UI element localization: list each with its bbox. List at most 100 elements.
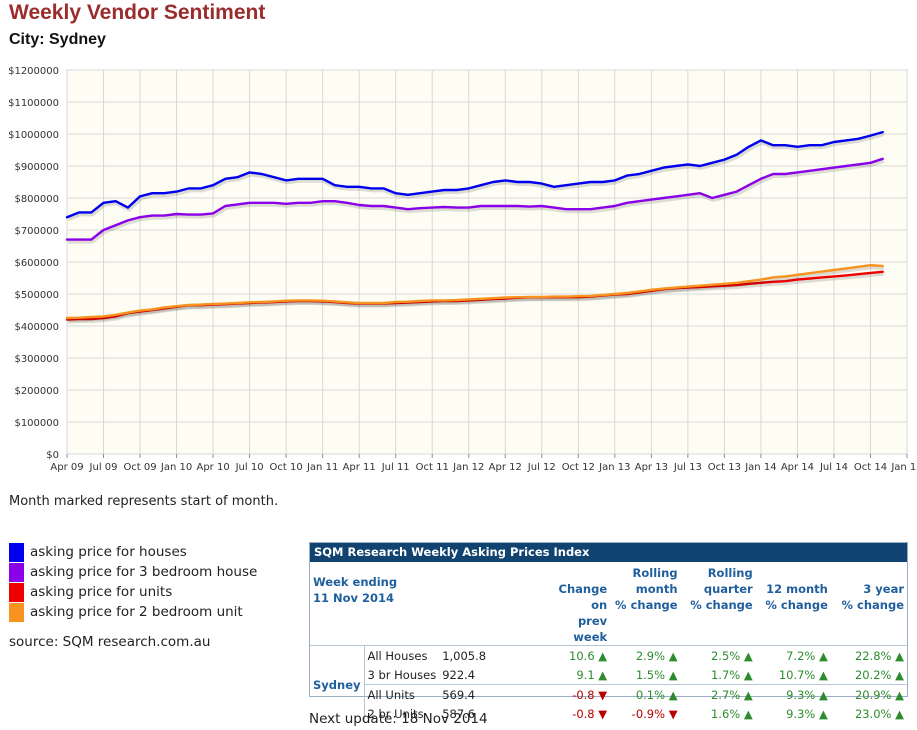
series-shadow: [67, 265, 884, 322]
change-value: 1.6%: [710, 706, 741, 721]
x-tick-label: Oct 09: [123, 462, 156, 473]
x-tick-label: Jul 12: [527, 462, 556, 473]
y-tick-label: $100000: [14, 418, 59, 429]
change-cell: 22.8% ▲: [830, 645, 907, 665]
legend-item-2br-unit: asking price for 2 bedroom unit: [9, 602, 257, 622]
x-tick-label: Apr 13: [635, 462, 668, 473]
change-cell: 1.5% ▲: [610, 665, 680, 685]
up-arrow-icon: ▲: [743, 687, 753, 702]
change-cell: 9.1 ▲: [539, 665, 610, 685]
change-value: 0.1%: [635, 687, 666, 702]
x-tick-label: Jan 12: [452, 462, 484, 473]
change-cell: 9.3% ▲: [756, 704, 831, 723]
series-shadow: [68, 158, 885, 244]
change-value: 9.3%: [786, 687, 816, 702]
y-tick-label: $500000: [14, 290, 59, 301]
legend-item-houses: asking price for houses: [9, 542, 257, 562]
legend-swatch-houses: [9, 542, 24, 562]
x-tick-label: Jul 10: [235, 462, 264, 473]
asking-prices-index-table: SQM Research Weekly Asking Prices Index …: [309, 542, 908, 723]
row-label: 2 br Units: [367, 706, 424, 721]
legend-swatch-3br-house: [9, 562, 24, 582]
header-line: % change: [615, 598, 678, 612]
change-value: -0.8: [572, 687, 595, 702]
change-cell: -0.9% ▼: [610, 704, 680, 723]
source-text: source: SQM research.com.au: [9, 634, 211, 650]
header-line: % change: [690, 598, 753, 612]
up-arrow-icon: ▲: [895, 706, 904, 721]
change-cell: 10.6 ▲: [538, 645, 611, 665]
change-cell: 2.9% ▲: [610, 645, 681, 665]
up-arrow-icon: ▲: [598, 667, 608, 682]
up-arrow-icon: ▲: [819, 648, 828, 663]
header-change-prev-week: Change on prev week: [539, 562, 610, 646]
x-tick-label: Oct 14: [854, 462, 887, 473]
legend-label: asking price for houses: [30, 544, 187, 560]
change-value: 2.5%: [710, 648, 741, 663]
header-rolling-month: Rolling month % change: [610, 562, 680, 646]
table-row: All Units 569.4 -0.8 ▼ 0.1% ▲ 2.7% ▲ 9.3% ▲ 20…: [310, 684, 907, 704]
up-arrow-icon: ▲: [895, 667, 904, 682]
up-arrow-icon: ▲: [819, 706, 828, 721]
legend: asking price for houses asking price for…: [9, 542, 257, 622]
y-tick-label: $1100000: [8, 98, 59, 109]
up-arrow-icon: ▲: [819, 687, 828, 702]
up-arrow-icon: ▲: [895, 648, 904, 663]
change-cell: 20.2% ▲: [831, 665, 907, 685]
index-table-header: Week ending 11 Nov 2014 Change on prev w…: [310, 562, 907, 646]
down-arrow-icon: ▼: [598, 687, 608, 702]
row-index-value: 569.4: [439, 684, 539, 704]
next-update: Next update: 18 Nov 2014: [309, 711, 488, 727]
x-tick-label: Jan 11: [306, 462, 338, 473]
week-ending-cell: Week ending 11 Nov 2014: [310, 562, 539, 646]
table-row: 2 br Units 587.6 -0.8 ▼ -0.9% ▼ 1.6% ▲ 9.3% ▲…: [310, 704, 907, 723]
change-value: -0.8: [572, 706, 595, 721]
legend-swatch-2br-unit: [9, 602, 24, 622]
header-line: 12 month: [766, 582, 828, 596]
legend-label: asking price for 2 bedroom unit: [30, 604, 243, 620]
x-tick-label: Jan 10: [160, 462, 192, 473]
header-12-month: 12 month % change: [756, 562, 831, 646]
x-tick-label: Jul 11: [381, 462, 410, 473]
change-value: -0.9%: [631, 706, 666, 721]
header-3-year: 3 year % change: [831, 562, 907, 646]
week-ending-label: Week ending: [313, 575, 398, 589]
change-value: 9.3%: [786, 706, 816, 721]
change-value: 2.9%: [635, 648, 666, 663]
line-chart: $0 $100000 $200000 $300000 $400000 $500000 $60…: [8, 66, 917, 473]
series-line-1: [65, 157, 884, 241]
change-value: 7.2%: [786, 648, 816, 663]
y-tick-label: $300000: [14, 354, 59, 365]
y-tick-label: $200000: [14, 386, 59, 397]
change-value: 2.7%: [710, 687, 741, 702]
y-tick-label: $600000: [14, 258, 59, 269]
change-cell: 1.6% ▲: [681, 704, 756, 723]
legend-label: asking price for 3 bedroom house: [30, 564, 258, 580]
table-row: 3 br Houses 922.4 9.1 ▲ 1.5% ▲ 1.7% ▲ 10.7% ▲…: [310, 665, 907, 685]
y-tick-label: $1200000: [8, 66, 59, 77]
up-arrow-icon: ▲: [819, 667, 828, 682]
legend-item-units: asking price for units: [9, 582, 257, 602]
x-tick-label: Oct 13: [708, 462, 741, 473]
down-arrow-icon: ▼: [668, 706, 678, 721]
x-tick-label: Jul 09: [89, 462, 118, 473]
row-index-value: 587.6: [442, 706, 476, 721]
change-cell: 10.7% ▲: [756, 665, 831, 685]
change-cell: 7.2% ▲: [755, 645, 831, 665]
week-ending-date: 11 Nov 2014: [313, 591, 395, 605]
x-tick-label: Apr 11: [343, 462, 376, 473]
x-tick-label: Oct 11: [416, 462, 449, 473]
table-row: Sydney All Houses 1,005.8 10.6 ▲ 2.9% ▲ 2.5% …: [310, 645, 907, 723]
x-tick-label: Apr 10: [196, 462, 229, 473]
index-table: Week ending 11 Nov 2014 Change on prev w…: [310, 562, 907, 723]
row-index-value: 922.4: [442, 667, 476, 682]
y-tick-label: $800000: [14, 194, 59, 205]
change-value: 10.6: [569, 648, 595, 663]
down-arrow-icon: ▼: [598, 706, 608, 721]
up-arrow-icon: ▲: [668, 648, 678, 663]
change-value: 23.0%: [854, 706, 892, 721]
x-tick-label: Apr 12: [489, 462, 522, 473]
city-label: City: Sydney: [9, 31, 106, 48]
header-line: % change: [841, 598, 904, 612]
change-value: 10.7%: [778, 667, 816, 682]
